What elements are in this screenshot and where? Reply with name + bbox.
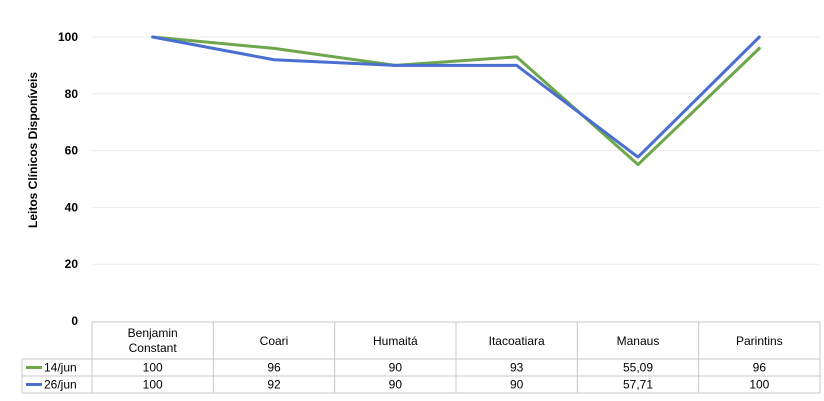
table-cell-value: 96 [753,361,767,375]
y-axis-ticks: 0 20 40 60 80 100 [58,30,78,328]
gridlines [92,36,820,265]
y-tick-label: 60 [65,144,79,158]
table-cell-value: 55,09 [623,361,653,375]
table-cell-value: 90 [389,361,403,375]
y-tick-label: 20 [65,257,79,271]
table-cell-value: 100 [143,361,163,375]
series-line-2 [151,35,761,159]
category-label: Itacoatiara [489,334,545,348]
table-cell-value: 93 [510,361,524,375]
table-cell-value: 100 [749,378,769,392]
category-label: Coari [260,334,289,348]
legend-label: 14/jun [44,361,77,375]
y-tick-label: 100 [58,30,78,44]
category-label: Manaus [617,334,660,348]
y-tick-label: 80 [65,87,79,101]
series-lines [151,35,761,167]
y-axis-label: Leitos Clínicos Disponíveis [26,72,40,228]
legend-label: 26/jun [44,378,77,392]
table-cell-value: 57,71 [623,378,653,392]
category-label: Parintins [736,334,783,348]
category-label: Humaitá [373,334,418,348]
table-cell-value: 90 [389,378,403,392]
table-cell-value: 90 [510,378,524,392]
category-label: Benjamin [128,326,178,340]
table-cell-value: 96 [267,361,281,375]
category-label: Constant [129,341,178,355]
table-cell-value: 100 [143,378,163,392]
y-tick-label: 40 [65,200,79,214]
y-tick-label: 0 [71,314,78,328]
table-cell-value: 92 [267,378,281,392]
series-line-1 [151,35,761,167]
